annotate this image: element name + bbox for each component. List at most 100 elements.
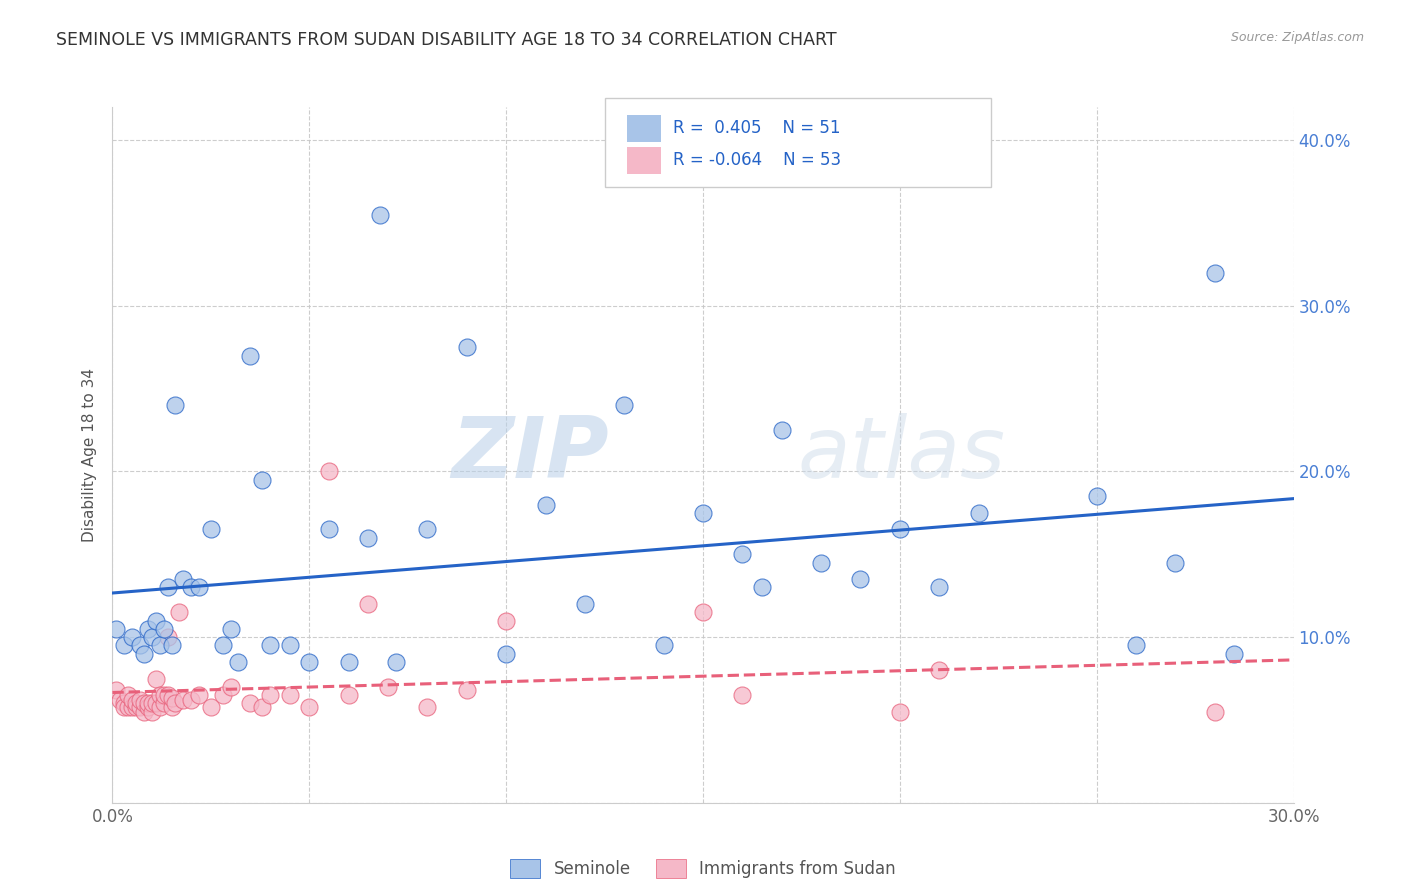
Point <box>172 572 194 586</box>
Point <box>149 688 172 702</box>
Text: R = -0.064    N = 53: R = -0.064 N = 53 <box>673 152 842 169</box>
Point <box>889 705 911 719</box>
Point <box>117 699 139 714</box>
Point <box>889 523 911 537</box>
Point <box>121 693 143 707</box>
Point <box>770 423 793 437</box>
Point <box>250 473 273 487</box>
Point <box>188 688 211 702</box>
Point <box>574 597 596 611</box>
Point <box>145 697 167 711</box>
Point <box>495 614 517 628</box>
Point <box>928 663 950 677</box>
Point <box>278 688 301 702</box>
Point <box>141 697 163 711</box>
Point <box>152 688 174 702</box>
Point <box>357 597 380 611</box>
Point <box>1125 639 1147 653</box>
Point <box>165 398 187 412</box>
Point <box>160 639 183 653</box>
Point <box>112 639 135 653</box>
Point <box>385 655 408 669</box>
Point <box>136 699 159 714</box>
Point <box>172 693 194 707</box>
Point <box>105 683 128 698</box>
Point <box>928 581 950 595</box>
Point <box>495 647 517 661</box>
Point <box>318 465 340 479</box>
Point <box>337 655 360 669</box>
Point <box>165 697 187 711</box>
Point <box>180 581 202 595</box>
Point <box>810 556 832 570</box>
Point <box>259 688 281 702</box>
Point <box>129 639 152 653</box>
Point <box>152 622 174 636</box>
Point <box>456 340 478 354</box>
Point <box>731 547 754 561</box>
Point <box>368 208 391 222</box>
Point <box>228 655 250 669</box>
Point <box>145 672 167 686</box>
Point <box>141 705 163 719</box>
Point <box>110 693 132 707</box>
Point <box>357 531 380 545</box>
Legend: Seminole, Immigrants from Sudan: Seminole, Immigrants from Sudan <box>503 853 903 885</box>
Y-axis label: Disability Age 18 to 34: Disability Age 18 to 34 <box>82 368 97 542</box>
Point <box>129 693 152 707</box>
Point <box>239 349 262 363</box>
Point <box>211 688 233 702</box>
Point <box>318 523 340 537</box>
Text: atlas: atlas <box>797 413 1005 497</box>
Text: SEMINOLE VS IMMIGRANTS FROM SUDAN DISABILITY AGE 18 TO 34 CORRELATION CHART: SEMINOLE VS IMMIGRANTS FROM SUDAN DISABI… <box>56 31 837 49</box>
Point <box>1223 647 1246 661</box>
Text: Source: ZipAtlas.com: Source: ZipAtlas.com <box>1230 31 1364 45</box>
Point <box>129 699 152 714</box>
Point <box>416 699 439 714</box>
Point <box>200 699 222 714</box>
Point <box>125 697 148 711</box>
Point <box>145 614 167 628</box>
Point <box>156 630 179 644</box>
Point <box>112 697 135 711</box>
Text: ZIP: ZIP <box>451 413 609 497</box>
Point <box>456 683 478 698</box>
Point <box>149 639 172 653</box>
Point <box>136 622 159 636</box>
Point <box>160 699 183 714</box>
Point <box>239 697 262 711</box>
Point <box>337 688 360 702</box>
Point <box>416 523 439 537</box>
Point <box>117 688 139 702</box>
Point <box>692 605 714 619</box>
Point <box>211 639 233 653</box>
Point <box>180 693 202 707</box>
Point <box>1204 266 1226 280</box>
Point <box>377 680 399 694</box>
Point <box>298 655 321 669</box>
Point <box>849 572 872 586</box>
Point <box>200 523 222 537</box>
Text: R =  0.405    N = 51: R = 0.405 N = 51 <box>673 120 841 137</box>
Point <box>250 699 273 714</box>
Point <box>152 697 174 711</box>
Point <box>121 630 143 644</box>
Point <box>160 691 183 706</box>
Point <box>731 688 754 702</box>
Point <box>132 697 155 711</box>
Point <box>188 581 211 595</box>
Point <box>156 688 179 702</box>
Point <box>259 639 281 653</box>
Point <box>136 697 159 711</box>
Point <box>1085 489 1108 503</box>
Point <box>132 705 155 719</box>
Point <box>278 639 301 653</box>
Point <box>219 622 242 636</box>
Point <box>1164 556 1187 570</box>
Point <box>105 622 128 636</box>
Point <box>219 680 242 694</box>
Point <box>534 498 557 512</box>
Point <box>1204 705 1226 719</box>
Point <box>967 506 990 520</box>
Point <box>156 581 179 595</box>
